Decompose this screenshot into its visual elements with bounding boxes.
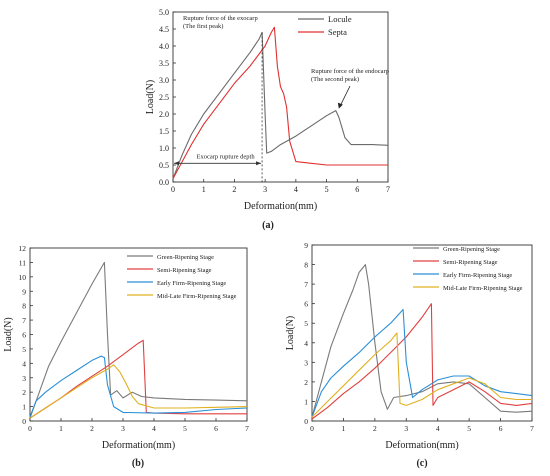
y-tick-label: 3.0 xyxy=(159,76,169,85)
y-tick-label: 10 xyxy=(19,273,27,282)
legend-entry: Mid-Late Firm-Ripening Stage xyxy=(443,285,523,292)
x-tick-label: 7 xyxy=(245,424,249,433)
y-tick-label: 4.5 xyxy=(159,25,169,34)
legend-entry: Early Firm-Ripening Stage xyxy=(157,280,226,287)
x-tick-label: 6 xyxy=(499,424,503,433)
x-tick-label: 6 xyxy=(214,424,218,433)
x-tick-label: 3 xyxy=(263,185,267,194)
x-tick-label: 0 xyxy=(171,185,175,194)
x-tick-label: 0 xyxy=(28,424,32,433)
legend-entry: Semi-Ripening Stage xyxy=(443,259,498,266)
x-tick-label: 4 xyxy=(436,424,440,433)
y-tick-label: 2 xyxy=(22,388,26,397)
y-tick-label: 4 xyxy=(22,359,26,368)
panel-label: (b) xyxy=(132,458,144,469)
series-line-mid-late-firm-ripening-stage xyxy=(29,364,248,419)
legend-entry: Semi-Ripening Stage xyxy=(157,267,212,274)
y-tick-label: 6 xyxy=(304,300,308,309)
y-tick-label: 0.0 xyxy=(159,178,169,187)
x-tick-label: 5 xyxy=(467,424,471,433)
series-line-mid-late-firm-ripening-stage xyxy=(311,332,532,418)
legend-entry: Green-Ripening Stage xyxy=(443,246,500,253)
chart-panel-1: 0 1 2 3 4 5 6 7 0.0 0.5 1.0 1.5 2.0 2.5 3.0 3.5 4.0 4.5 5.… xyxy=(145,8,390,231)
x-tick-label: 2 xyxy=(373,424,377,433)
x-tick-label: 0 xyxy=(310,424,314,433)
y-tick-label: 1 xyxy=(304,397,308,406)
y-tick-label: 3 xyxy=(22,374,26,383)
x-axis-label: Deformation(mm) xyxy=(102,440,175,451)
series-line-septa xyxy=(172,26,388,179)
x-tick-label: 4 xyxy=(294,185,298,194)
y-tick-label: 7 xyxy=(304,280,308,289)
x-axis-label: Deformation(mm) xyxy=(385,440,458,451)
y-tick-label: 1.5 xyxy=(159,127,169,136)
x-axis-label: Deformation(mm) xyxy=(244,201,317,212)
annotation-exocarp-peak: Rupture force of the exocarp xyxy=(183,15,258,22)
x-tick-label: 6 xyxy=(355,185,359,194)
y-axis-label: Load(N) xyxy=(285,316,296,350)
y-tick-label: 9 xyxy=(304,241,308,250)
y-tick-label: 5 xyxy=(22,345,26,354)
y-tick-label: 12 xyxy=(19,244,27,253)
y-tick-label: 8 xyxy=(22,302,26,311)
series-line-green-ripening-stage xyxy=(311,264,533,418)
exocarp-depth-arrowhead-right xyxy=(256,161,262,166)
legend-entry: Mid-Late Firm-Ripening Stage xyxy=(157,293,237,300)
y-tick-label: 3 xyxy=(304,358,308,367)
legend-entry: Green-Ripening Stage xyxy=(157,254,214,261)
series-line-early-firm-ripening-stage xyxy=(29,355,248,417)
panel-label: (a) xyxy=(262,220,274,231)
y-tick-label: 8 xyxy=(304,261,308,270)
y-tick-label: 3.5 xyxy=(159,59,169,68)
y-tick-label: 1 xyxy=(22,403,26,412)
exocarp-depth-arrowhead-left xyxy=(174,161,179,166)
series-line-semi-ripening-stage xyxy=(311,303,533,420)
y-axis-label: Load(N) xyxy=(3,317,14,351)
x-tick-label: 1 xyxy=(342,424,346,433)
x-tick-label: 7 xyxy=(386,185,390,194)
y-tick-label: 9 xyxy=(22,287,26,296)
y-tick-label: 5 xyxy=(304,319,308,328)
y-tick-label: 0 xyxy=(22,417,26,426)
y-tick-label: 0 xyxy=(304,417,308,426)
legend-entry: Locule xyxy=(328,14,352,24)
x-tick-label: 4 xyxy=(152,424,156,433)
legend-entry: Septa xyxy=(328,27,347,37)
y-tick-label: 6 xyxy=(22,331,26,340)
y-tick-label: 7 xyxy=(22,316,26,325)
y-tick-label: 11 xyxy=(19,258,26,267)
annotation-exocarp-depth: Exocarp rupture depth xyxy=(196,153,255,160)
y-tick-label: 2.0 xyxy=(159,110,169,119)
chart-panel-2: 0 1 2 3 4 5 6 70123456789101112Deformation(mm)L… xyxy=(3,244,249,469)
y-tick-label: 0.5 xyxy=(159,161,169,170)
y-tick-label: 5.0 xyxy=(159,8,169,17)
y-axis-label: Load(N) xyxy=(145,80,156,114)
annotation-endocarp-peak-sub: (The second peak) xyxy=(311,76,359,83)
chart-panel-3: 0 1 2 3 4 5 6 7 0 1 2 3 4 5 6 7 8 9 Deformation(mm) Load(N)… xyxy=(285,241,534,469)
x-tick-label: 7 xyxy=(530,424,534,433)
series-line-locule xyxy=(172,31,389,179)
y-tick-label: 4 xyxy=(304,339,308,348)
y-tick-label: 2 xyxy=(304,378,308,387)
annotation-arrowhead xyxy=(337,102,343,109)
panel-label: (c) xyxy=(416,458,427,469)
y-tick-label: 4.0 xyxy=(159,42,169,51)
y-tick-label: 2.5 xyxy=(159,93,169,102)
x-tick-label: 1 xyxy=(202,185,206,194)
x-tick-label: 2 xyxy=(232,185,236,194)
x-tick-label: 3 xyxy=(404,424,408,433)
series-line-early-firm-ripening-stage xyxy=(311,308,533,418)
x-tick-label: 5 xyxy=(325,185,329,194)
x-tick-label: 2 xyxy=(90,424,94,433)
x-tick-label: 1 xyxy=(59,424,63,433)
x-tick-label: 5 xyxy=(183,424,187,433)
annotation-arrow xyxy=(339,85,351,107)
annotation-exocarp-peak-sub: (The first peak) xyxy=(183,23,223,30)
legend-entry: Early Firm-Ripening Stage xyxy=(443,272,512,279)
x-tick-label: 3 xyxy=(121,424,125,433)
annotation-endocarp-peak: Rupture force of the endocarp xyxy=(311,68,389,75)
plot-frame xyxy=(311,244,533,422)
y-tick-label: 1.0 xyxy=(159,144,169,153)
